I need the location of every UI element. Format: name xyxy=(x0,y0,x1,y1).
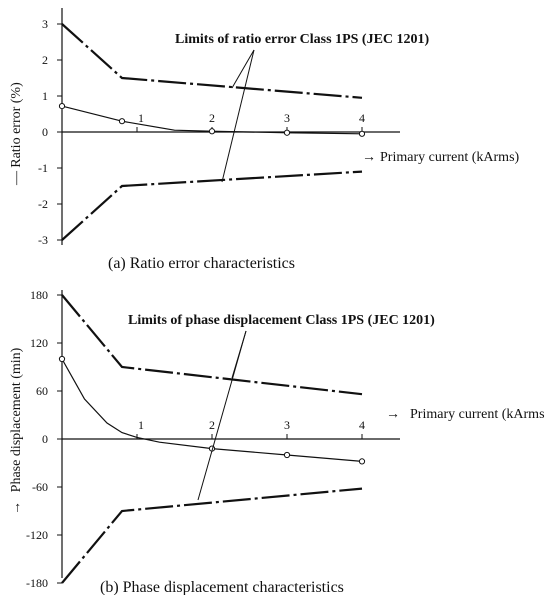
panel-a-measured-point xyxy=(358,130,366,137)
panel-a-ytick-label: -1 xyxy=(38,161,48,175)
panel-a-ytick-label: 3 xyxy=(42,17,48,31)
panel-b-ytick-label: -180 xyxy=(26,576,48,590)
panel-b-ytick-label: 0 xyxy=(42,432,48,446)
panel-a-ytick-label: -3 xyxy=(38,233,48,247)
panel-b-xlabel: Primary current (kArms xyxy=(410,407,545,422)
panel-a-x-ticks: 1 2 3 4 xyxy=(136,111,365,132)
panel-a-ylabel: Ratio error (%) xyxy=(9,82,24,168)
panel-b-measured-point xyxy=(58,355,66,363)
panel-b-xtick-label: 4 xyxy=(359,418,365,432)
panel-a-ytick-label: 0 xyxy=(42,125,48,139)
panel-b-caption: (b) Phase displacement characteristics xyxy=(100,579,344,595)
panel-b-measured-point xyxy=(283,451,291,459)
panel-a-annotation-pointer-lower xyxy=(221,49,255,183)
panel-b-annotation-pointer-lower xyxy=(197,330,247,501)
panel-a-measured-point xyxy=(283,129,291,136)
panel-b-measured-point xyxy=(358,458,366,465)
panel-a-y-ticks: 3 2 1 0 -1 -2 -3 xyxy=(38,17,62,247)
panel-b-ylabel: Phase displacement (min) xyxy=(9,347,24,492)
panel-a-measured-point xyxy=(118,118,126,125)
panel-b-ytick-label: 180 xyxy=(30,288,48,302)
panel-a-xtick-label: 4 xyxy=(359,111,365,125)
panel-a-xtick-label: 2 xyxy=(209,111,215,125)
panel-b: 180 120 60 0 -60 -120 -180 1 2 3 4 Phase displace… xyxy=(9,288,545,595)
panel-a-xlabel: Primary current (kArms) xyxy=(380,150,520,165)
panel-a: 3 2 1 0 -1 -2 -3 1 2 3 4 Ratio error (%) — → Prim… xyxy=(9,8,520,272)
panel-a-ytick-label: 2 xyxy=(42,53,48,67)
panel-a-upper-limit-line xyxy=(61,23,363,99)
panel-b-ytick-label: 60 xyxy=(36,384,48,398)
panel-a-annotation: Limits of ratio error Class 1PS (JEC 120… xyxy=(175,32,430,47)
panel-a-ytick-label: -2 xyxy=(38,197,48,211)
panel-a-lower-limit-line xyxy=(61,170,363,241)
panel-a-ylabel-arrow: — xyxy=(9,170,24,186)
panel-b-xtick-label: 1 xyxy=(138,418,144,432)
panel-b-xtick-label: 3 xyxy=(284,418,290,432)
panel-a-caption: (a) Ratio error characteristics xyxy=(108,255,295,272)
panel-a-measured-point xyxy=(208,128,216,135)
panel-b-upper-limit-line xyxy=(61,294,363,396)
panel-b-annotation: Limits of phase displacement Class 1PS (… xyxy=(128,313,435,328)
panel-b-xtick-label: 2 xyxy=(209,418,215,432)
panel-b-ytick-label: 120 xyxy=(30,336,48,350)
panel-b-x-ticks: 1 2 3 4 xyxy=(136,418,365,439)
panel-a-measured-point xyxy=(58,102,66,110)
panel-b-series xyxy=(58,294,366,584)
panel-a-ytick-label: 1 xyxy=(42,89,48,103)
panel-a-xtick-label: 3 xyxy=(284,111,290,125)
panel-b-lower-limit-line xyxy=(61,487,363,584)
panel-b-measured-line xyxy=(61,358,363,462)
panel-b-ytick-label: -60 xyxy=(32,480,48,494)
panel-b-ylabel-arrow: → xyxy=(9,501,24,515)
panel-a-xtick-label: 1 xyxy=(138,111,144,125)
panel-a-xlabel-arrow: → xyxy=(362,150,376,165)
panel-a-measured-line xyxy=(61,105,363,135)
panel-b-xlabel-arrow: → xyxy=(386,407,400,422)
panel-b-y-ticks: 180 120 60 0 -60 -120 -180 xyxy=(26,288,62,590)
panel-a-annotation-pointer-upper xyxy=(231,49,255,89)
panel-b-ytick-label: -120 xyxy=(26,528,48,542)
panel-a-series xyxy=(58,23,366,241)
